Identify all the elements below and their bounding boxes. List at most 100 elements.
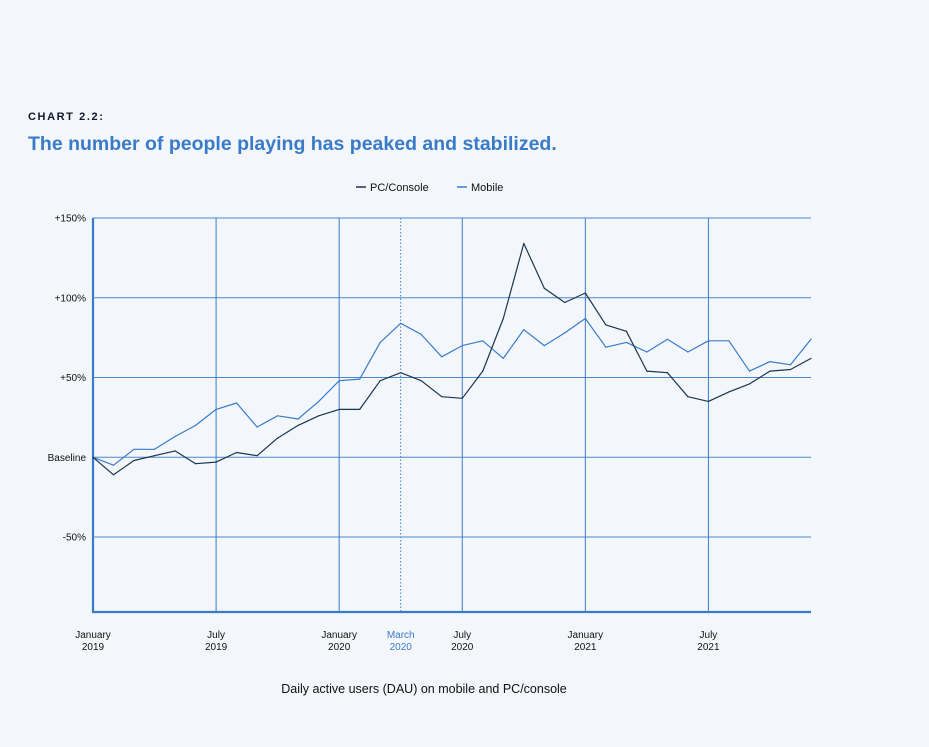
data-point-s1-33 xyxy=(769,360,771,363)
data-point-s1-5 xyxy=(194,424,197,426)
data-point-s1-25 xyxy=(605,346,607,348)
data-point-s1-30 xyxy=(707,340,710,342)
data-point-s1-17 xyxy=(441,356,443,358)
chart-title: The number of people playing has peaked … xyxy=(28,133,557,155)
legend: PC/Console Mobile xyxy=(356,182,503,194)
data-point-s1-19 xyxy=(482,340,484,342)
data-point-s0-16 xyxy=(420,380,422,382)
data-point-s0-2 xyxy=(133,459,135,462)
x-tick-label-3-line1: March xyxy=(387,630,415,641)
data-point-s1-29 xyxy=(687,351,689,353)
data-point-s0-32 xyxy=(748,383,751,385)
data-point-s1-3 xyxy=(153,448,156,450)
data-point-s1-23 xyxy=(564,332,566,334)
data-point-s0-25 xyxy=(605,324,607,326)
y-axis-labels: +150% +100% +50% Baseline -50% xyxy=(48,214,87,544)
data-point-s1-34 xyxy=(789,364,792,366)
series-line-mobile xyxy=(92,317,812,466)
data-point-s1-24 xyxy=(584,317,586,320)
data-point-s1-32 xyxy=(748,370,751,372)
x-tick-label-6-line2: 2021 xyxy=(697,642,720,653)
grid xyxy=(93,217,811,612)
data-point-s1-22 xyxy=(543,345,545,347)
data-point-s1-4 xyxy=(174,435,176,438)
data-point-s0-22 xyxy=(543,287,545,289)
data-point-s0-1 xyxy=(112,474,115,476)
x-tick-label-0-line2: 2019 xyxy=(82,642,105,653)
data-point-s1-6 xyxy=(215,408,217,411)
data-point-s0-27 xyxy=(646,370,648,372)
data-point-s1-14 xyxy=(379,341,381,344)
data-point-s0-12 xyxy=(338,408,340,411)
data-point-s0-14 xyxy=(379,380,381,382)
data-point-s0-26 xyxy=(625,330,627,332)
data-point-s0-20 xyxy=(502,317,504,320)
data-point-s1-7 xyxy=(236,402,238,404)
data-point-s0-4 xyxy=(174,450,176,452)
data-point-s1-2 xyxy=(133,448,135,450)
data-point-s1-31 xyxy=(728,340,730,342)
data-point-s0-11 xyxy=(318,415,320,417)
data-point-s1-15 xyxy=(400,322,402,324)
data-point-s0-9 xyxy=(277,437,279,439)
x-tick-label-1-line1: July xyxy=(207,630,225,641)
data-point-s0-34 xyxy=(789,368,792,371)
data-point-s0-13 xyxy=(359,408,361,411)
data-point-s0-33 xyxy=(769,370,771,372)
data-point-s0-28 xyxy=(666,372,669,374)
y-tick-label-2: +50% xyxy=(60,373,86,384)
data-point-s1-28 xyxy=(666,338,669,340)
x-tick-label-3-line2: 2020 xyxy=(390,642,413,653)
series-lines xyxy=(92,242,812,476)
data-point-s0-19 xyxy=(482,370,484,372)
data-point-s1-27 xyxy=(646,351,648,353)
data-point-s0-5 xyxy=(194,463,197,465)
data-point-s1-35 xyxy=(810,338,812,340)
data-point-s0-29 xyxy=(687,396,689,398)
data-point-s0-15 xyxy=(400,372,402,374)
data-point-s1-11 xyxy=(318,400,320,403)
legend-label-mobile: Mobile xyxy=(471,182,503,194)
data-point-s0-17 xyxy=(441,396,443,398)
data-point-s1-20 xyxy=(502,357,504,359)
data-point-s1-16 xyxy=(420,333,422,336)
data-point-s1-12 xyxy=(338,380,340,382)
data-point-s1-1 xyxy=(112,464,115,466)
x-axis-labels: January2019July2019January2020March2020J… xyxy=(75,630,720,653)
x-tick-label-4-line1: July xyxy=(453,630,471,641)
data-point-s1-8 xyxy=(256,426,258,428)
data-point-s0-8 xyxy=(256,455,258,457)
x-tick-label-2-line2: 2020 xyxy=(328,642,351,653)
y-tick-label-1: +100% xyxy=(55,293,87,304)
x-axis-caption: Daily active users (DAU) on mobile and P… xyxy=(281,682,567,696)
data-point-s0-35 xyxy=(810,357,812,359)
x-tick-label-5-line1: January xyxy=(568,630,604,641)
x-tick-label-5-line2: 2021 xyxy=(574,642,597,653)
data-point-s1-21 xyxy=(523,329,525,331)
data-point-s0-10 xyxy=(297,424,299,426)
data-point-s1-13 xyxy=(359,378,361,380)
legend-label-pc: PC/Console xyxy=(370,182,429,194)
data-point-s1-26 xyxy=(625,341,627,344)
data-point-s0-18 xyxy=(461,397,463,399)
data-point-s0-24 xyxy=(584,292,586,294)
data-point-s0-30 xyxy=(707,400,710,403)
data-point-s0-3 xyxy=(153,455,156,457)
data-point-s1-10 xyxy=(297,418,299,420)
data-point-s0-0 xyxy=(92,456,94,458)
x-tick-label-4-line2: 2020 xyxy=(451,642,474,653)
data-point-s0-7 xyxy=(236,451,238,454)
chart-kicker: CHART 2.2: xyxy=(28,111,105,123)
y-tick-label-0: +150% xyxy=(55,214,87,225)
x-tick-label-2-line1: January xyxy=(321,630,357,641)
series-line-pc-console xyxy=(92,242,812,476)
data-point-s1-18 xyxy=(461,345,463,347)
x-tick-label-0-line1: January xyxy=(75,630,111,641)
data-point-s0-23 xyxy=(564,301,566,304)
data-point-s0-21 xyxy=(523,242,525,245)
y-tick-label-3: Baseline xyxy=(48,453,87,464)
data-point-s1-9 xyxy=(277,415,279,417)
data-point-s0-31 xyxy=(728,391,730,393)
x-tick-label-1-line2: 2019 xyxy=(205,642,228,653)
